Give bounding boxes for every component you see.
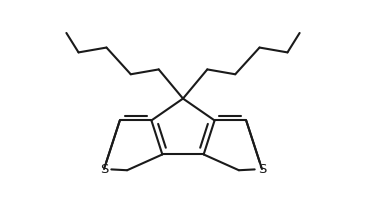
Text: S: S bbox=[258, 163, 266, 176]
Text: S: S bbox=[100, 163, 108, 176]
